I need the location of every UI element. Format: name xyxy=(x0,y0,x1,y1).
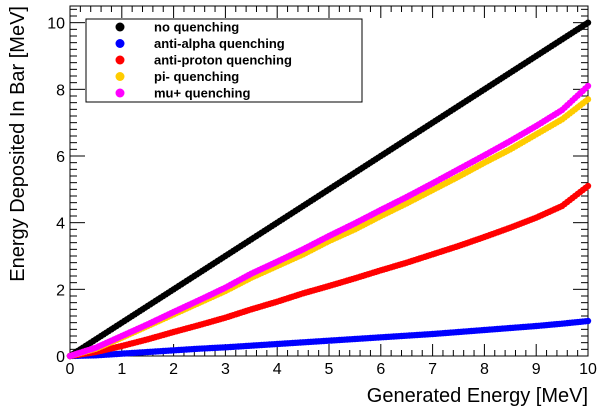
x-tick-label: 6 xyxy=(376,361,385,378)
y-tick-label: 8 xyxy=(56,82,65,99)
x-tick-label: 5 xyxy=(325,361,334,378)
legend-item: anti-alpha quenching xyxy=(115,36,285,51)
legend-box xyxy=(85,18,363,103)
legend-label: pi- quenching xyxy=(154,69,239,84)
x-tick-label: 2 xyxy=(169,361,178,378)
legend-label: no quenching xyxy=(154,20,239,35)
x-tick-label: 8 xyxy=(480,361,489,378)
y-axis-title: Energy Deposited In Bar [MeV] xyxy=(7,6,29,282)
legend-marker xyxy=(115,22,125,32)
series-4 xyxy=(66,82,592,360)
x-axis-title: Generated Energy [MeV] xyxy=(367,385,588,407)
series-layer xyxy=(66,19,592,360)
legend-label: anti-proton quenching xyxy=(154,53,292,68)
y-tick-label: 10 xyxy=(47,16,65,33)
y-tick-label: 2 xyxy=(56,282,65,299)
legend-marker xyxy=(115,39,125,48)
x-tick-label: 9 xyxy=(532,361,541,378)
data-point xyxy=(584,82,592,90)
legend-item: mu+ quenching xyxy=(115,86,250,101)
legend-item: pi- quenching xyxy=(115,69,239,84)
data-point xyxy=(584,19,592,26)
x-tick-label: 3 xyxy=(221,361,230,378)
legend-item: anti-proton quenching xyxy=(115,53,292,68)
series-0 xyxy=(66,19,592,360)
legend-item: no quenching xyxy=(115,20,239,35)
data-point xyxy=(584,317,592,325)
x-tick-label: 7 xyxy=(428,361,437,378)
series-2 xyxy=(66,182,592,360)
x-tick-label: 0 xyxy=(66,361,75,378)
x-tick-label: 1 xyxy=(117,361,126,378)
series-1 xyxy=(66,317,592,360)
legend-label: anti-alpha quenching xyxy=(154,36,285,51)
x-tick-label: 4 xyxy=(273,361,282,378)
legend-marker xyxy=(115,88,125,98)
y-tick-label: 6 xyxy=(56,149,65,166)
legend-label: mu+ quenching xyxy=(154,86,250,101)
data-point xyxy=(584,96,592,103)
y-tick-label: 0 xyxy=(56,349,65,366)
data-point xyxy=(584,182,592,190)
y-tick-label: 4 xyxy=(56,216,65,233)
x-tick-label: 10 xyxy=(579,361,597,378)
legend-marker xyxy=(115,55,125,65)
legend-marker xyxy=(115,72,125,81)
